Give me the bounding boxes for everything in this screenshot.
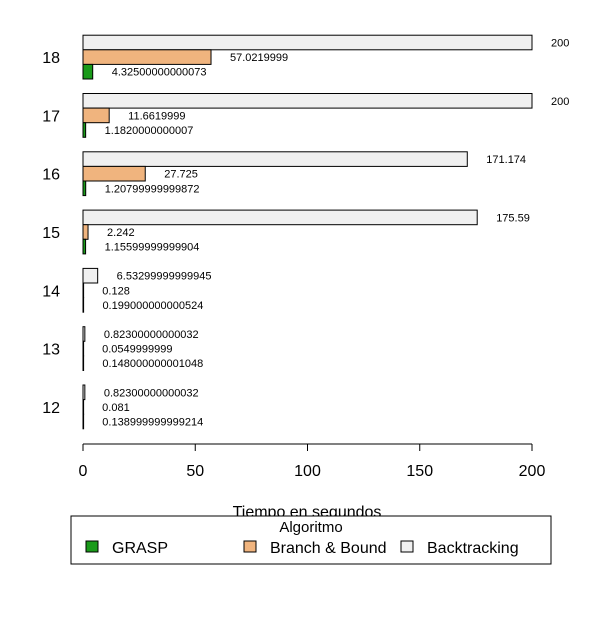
- legend-box: [70, 515, 552, 565]
- bar-backtracking-14: [82, 267, 99, 284]
- category-label-12: 12: [42, 400, 60, 417]
- data-label-grasp-18: 4.32500000000073: [112, 67, 207, 79]
- legend-swatch-branch-bound: [243, 540, 257, 553]
- data-label-grasp-13: 0.148000000001048: [102, 358, 203, 370]
- data-label-branch-bound-13: 0.0549999999: [102, 344, 172, 356]
- bar-grasp-14: [82, 297, 85, 313]
- data-label-grasp-15: 1.15599999999904: [105, 242, 200, 254]
- category-labels-layer: 12 13 14 15 16 17 18: [42, 50, 60, 417]
- data-label-backtracking-15: 175.59: [496, 212, 530, 224]
- data-label-branch-bound-16: 27.725: [164, 169, 198, 181]
- data-label-backtracking-12: 0.82300000000032: [104, 387, 199, 399]
- bars-layer: [82, 34, 533, 430]
- legend-title: Algoritmo: [279, 519, 342, 536]
- x-tick-label-150: 150: [406, 463, 433, 480]
- bar-backtracking-17: [82, 93, 533, 109]
- bar-backtracking-12: [82, 384, 86, 401]
- x-tick-label-0: 0: [79, 463, 88, 480]
- legend-items: GRASP Branch & Bound Backtracking: [85, 540, 519, 557]
- legend-label-branch-bound: Branch & Bound: [270, 540, 387, 557]
- bar-branch-bound-18: [82, 49, 212, 65]
- bar-branch-bound-17: [82, 107, 110, 124]
- data-label-branch-bound-15: 2.242: [107, 227, 135, 239]
- data-label-backtracking-13: 0.82300000000032: [104, 329, 199, 341]
- category-label-14: 14: [42, 283, 60, 300]
- x-tick-label-200: 200: [519, 463, 546, 480]
- data-labels-layer: 0.82300000000032 0.081 0.138999999999214 0.…: [102, 38, 569, 429]
- data-label-branch-bound-18: 57.0219999: [230, 52, 288, 64]
- category-label-15: 15: [42, 225, 60, 242]
- data-label-branch-bound-12: 0.081: [102, 402, 130, 414]
- bar-backtracking-16: [82, 151, 468, 167]
- bar-branch-bound-14: [82, 282, 85, 299]
- bar-grasp-17: [82, 122, 87, 138]
- legend: Algoritmo GRASP Branch & Bound Backtrackin…: [70, 515, 552, 565]
- category-label-17: 17: [42, 108, 60, 125]
- legend-label-backtracking: Backtracking: [427, 540, 519, 557]
- bar-branch-bound-15: [82, 224, 89, 240]
- bar-branch-bound-12: [82, 399, 85, 415]
- legend-swatch-grasp: [85, 540, 99, 553]
- x-tick-label-100: 100: [294, 463, 321, 480]
- data-label-grasp-16: 1.20799999999872: [105, 183, 200, 195]
- bar-backtracking-18: [82, 34, 533, 51]
- category-label-16: 16: [42, 167, 60, 184]
- data-label-branch-bound-14: 0.128: [102, 285, 130, 297]
- bar-backtracking-15: [82, 209, 478, 226]
- data-label-backtracking-18: 200: [551, 38, 569, 50]
- data-label-backtracking-17: 200: [551, 96, 569, 108]
- category-label-18: 18: [42, 50, 60, 67]
- bar-grasp-15: [82, 238, 87, 255]
- bar-branch-bound-13: [82, 340, 85, 357]
- bar-branch-bound-16: [82, 165, 146, 182]
- bar-grasp-13: [82, 355, 85, 371]
- data-label-grasp-12: 0.138999999999214: [102, 417, 203, 429]
- data-label-backtracking-16: 171.174: [486, 154, 526, 166]
- data-label-backtracking-14: 6.53299999999945: [117, 271, 212, 283]
- bar-grasp-16: [82, 180, 87, 197]
- category-label-13: 13: [42, 342, 60, 359]
- data-label-grasp-14: 0.199000000000524: [102, 300, 203, 312]
- data-label-branch-bound-17: 11.6619999: [128, 110, 185, 122]
- data-label-grasp-17: 1.1820000000007: [105, 125, 194, 137]
- legend-swatch-backtracking: [400, 540, 414, 553]
- legend-label-grasp: GRASP: [112, 540, 168, 557]
- x-axis: 0 50 100 150 200: [79, 443, 546, 480]
- bar-grasp-18: [82, 63, 94, 80]
- bar-grasp-12: [82, 413, 85, 430]
- bar-backtracking-13: [82, 326, 86, 342]
- x-tick-label-50: 50: [186, 463, 204, 480]
